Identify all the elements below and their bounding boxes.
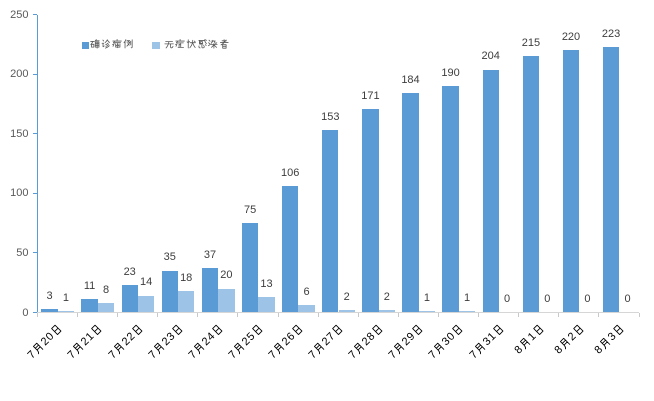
svg-text:7: 7 (347, 349, 360, 361)
svg-text:7: 7 (226, 349, 239, 361)
svg-text:7: 7 (26, 349, 39, 361)
svg-text:8: 8 (592, 344, 605, 356)
svg-text:7: 7 (146, 349, 159, 361)
svg-text:7: 7 (266, 349, 279, 361)
svg-text:7: 7 (467, 349, 480, 361)
svg-text:8: 8 (552, 344, 565, 356)
svg-text:3: 3 (606, 330, 619, 343)
svg-text:7: 7 (186, 349, 199, 361)
svg-text:7: 7 (307, 349, 320, 361)
svg-text:8: 8 (512, 344, 525, 356)
svg-text:7: 7 (106, 349, 119, 361)
svg-text:7: 7 (387, 349, 400, 361)
svg-text:2: 2 (565, 330, 578, 343)
